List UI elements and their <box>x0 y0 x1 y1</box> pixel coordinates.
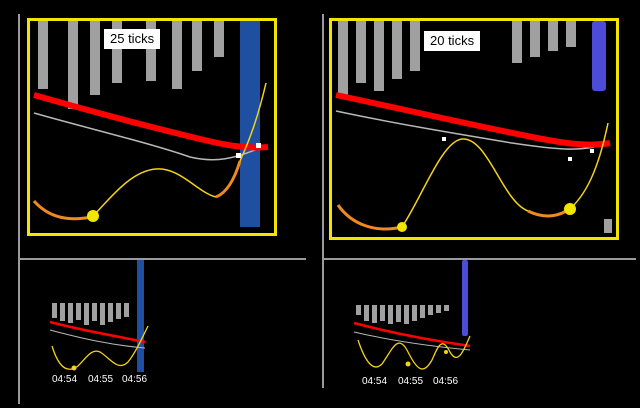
mini-bar <box>356 305 361 315</box>
zoom-bar <box>112 21 122 83</box>
right-time-label-1: 04:54 <box>362 376 388 387</box>
mini-bar <box>388 305 393 324</box>
mini-highlight-bar <box>137 260 144 372</box>
right-highlight-bar <box>592 21 606 91</box>
mini-bar <box>428 305 433 315</box>
thin-ma-line <box>335 110 609 150</box>
thick-ma-line <box>335 92 611 148</box>
zoom-bar <box>392 21 402 79</box>
mini-bar <box>76 303 81 320</box>
mini-thin-ma-line <box>353 331 471 351</box>
small-gray-bar <box>604 219 612 233</box>
mini-thin-ma-line <box>49 329 146 349</box>
mini-bar <box>68 303 73 323</box>
right-zoom-bars <box>338 21 576 95</box>
left-mini-bars <box>52 303 129 325</box>
mini-oscillator-curve <box>51 325 149 370</box>
mini-bar <box>380 305 385 321</box>
oscillator-curve <box>91 168 217 218</box>
right-axis-horizontal <box>322 258 636 260</box>
left-highlight-bar <box>240 21 260 227</box>
white-marker <box>568 157 572 161</box>
oscillator-curve-low <box>32 199 93 221</box>
mini-bar <box>372 305 377 323</box>
thick-ma-line <box>33 92 269 151</box>
zoom-bar <box>172 21 182 89</box>
mini-bar <box>436 305 441 313</box>
mini-bar <box>60 303 65 321</box>
right-mini-chart <box>353 260 471 370</box>
zoom-bar <box>410 21 420 71</box>
left-time-label-1: 04:54 <box>52 374 78 385</box>
zoom-bar <box>374 21 384 91</box>
mini-bar <box>412 305 417 321</box>
zoom-bar <box>356 21 366 83</box>
left-chart-panel: 04:54 04:55 04:56 2 <box>0 0 310 408</box>
mini-bar <box>92 303 97 321</box>
right-zoom-chart <box>335 21 612 233</box>
mini-curve-marker <box>444 350 448 354</box>
mini-curve-marker <box>71 365 77 371</box>
mini-oscillator-curve <box>357 335 471 370</box>
mini-bar <box>420 305 425 318</box>
left-mini-chart <box>49 260 149 372</box>
zoom-bar <box>90 21 100 95</box>
white-marker <box>236 153 241 158</box>
zoom-bar <box>68 21 78 109</box>
left-axis-horizontal <box>18 258 306 260</box>
zoom-bar <box>214 21 224 57</box>
zoom-bar <box>566 21 576 47</box>
thin-ma-line <box>33 112 263 161</box>
mini-highlight-bar <box>462 260 468 336</box>
mini-thick-ma-line <box>353 321 471 348</box>
left-time-label-2: 04:55 <box>88 374 114 385</box>
mini-bar <box>364 305 369 321</box>
right-time-label-2: 04:55 <box>398 376 424 387</box>
left-tick-label: 25 ticks <box>104 29 161 49</box>
curve-marker <box>87 210 99 222</box>
oscillator-curve-rise <box>239 82 267 162</box>
mini-thick-ma-line <box>49 320 146 344</box>
mini-bar <box>396 305 401 322</box>
white-marker <box>256 143 261 148</box>
right-time-label-3: 04:56 <box>433 376 459 387</box>
right-zoom-frame: 20 ticks <box>329 18 619 240</box>
curve-marker <box>397 222 407 232</box>
left-axis-vertical <box>18 14 20 404</box>
left-zoom-bars <box>38 21 224 109</box>
zoom-bar <box>530 21 540 57</box>
right-chart-panel: 04:54 04:55 04:56 <box>318 0 640 408</box>
mini-bar <box>444 305 449 311</box>
right-axis-vertical <box>322 14 324 388</box>
zoom-bar <box>548 21 558 51</box>
mini-bar <box>52 303 57 318</box>
left-zoom-chart <box>32 21 269 227</box>
left-zoom-frame: 25 ticks <box>27 18 277 236</box>
zoom-bar <box>512 21 522 63</box>
oscillator-curve-low <box>336 204 403 231</box>
mini-bar <box>404 305 409 324</box>
zoom-bar <box>38 21 48 89</box>
mini-bar <box>124 303 129 317</box>
zoom-bar <box>338 21 348 95</box>
right-tick-label: 20 ticks <box>424 31 481 51</box>
oscillator-curve-low-2 <box>215 160 242 199</box>
oscillator-curve <box>401 138 529 228</box>
mini-curve-marker <box>405 361 411 367</box>
mini-bar <box>108 303 113 322</box>
right-mini-bars <box>356 305 449 324</box>
curve-marker <box>564 203 576 215</box>
mini-bar <box>84 303 89 325</box>
left-time-label-3: 04:56 <box>122 374 148 385</box>
mini-bar <box>100 303 105 325</box>
oscillator-curve-rise <box>571 122 609 208</box>
mini-bar <box>116 303 121 319</box>
white-marker <box>590 149 594 153</box>
zoom-bar <box>192 21 202 71</box>
white-marker <box>442 137 446 141</box>
zoom-bar <box>146 21 156 81</box>
